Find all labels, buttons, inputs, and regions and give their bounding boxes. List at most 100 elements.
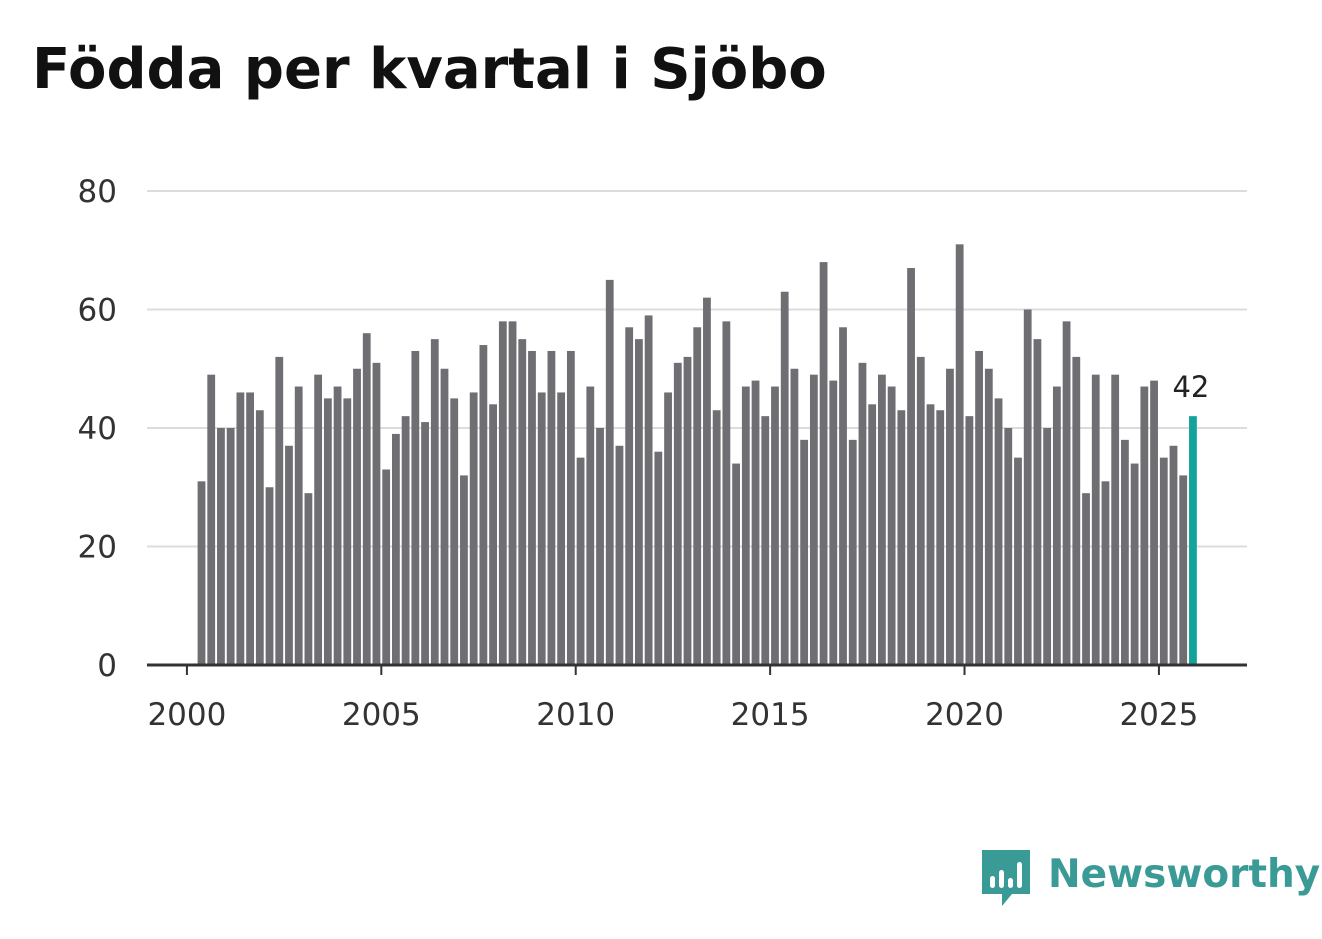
bar — [246, 392, 254, 665]
bar — [343, 398, 352, 666]
newsworthy-logo-icon — [982, 850, 1030, 906]
bar — [304, 493, 313, 665]
bar — [1091, 374, 1100, 665]
x-tick-label: 2025 — [1119, 697, 1198, 733]
bar — [498, 321, 507, 665]
bar — [1121, 439, 1129, 665]
bar — [1072, 356, 1081, 665]
bar — [537, 392, 546, 665]
bar — [460, 475, 468, 665]
bar — [936, 410, 945, 665]
y-tick-label: 20 — [78, 530, 117, 566]
bar — [809, 374, 818, 665]
bar — [479, 345, 488, 665]
bar — [576, 457, 585, 666]
highlight-value-label: 42 — [1172, 370, 1209, 404]
bar — [333, 386, 342, 665]
bar — [285, 445, 293, 665]
bar — [771, 386, 779, 665]
bar — [654, 451, 663, 665]
bar — [255, 410, 264, 665]
bar — [829, 380, 838, 665]
bar — [469, 392, 478, 665]
bar — [732, 463, 740, 665]
bar — [703, 297, 711, 665]
y-tick-label: 40 — [78, 411, 117, 447]
bar — [518, 339, 527, 666]
bar — [1033, 339, 1042, 666]
bar — [440, 368, 449, 665]
bar — [586, 386, 595, 665]
bar — [197, 481, 206, 665]
x-tick-label: 2000 — [147, 697, 226, 733]
bar — [664, 392, 672, 665]
bar — [693, 327, 702, 665]
bar — [800, 439, 809, 665]
bar — [965, 416, 974, 665]
bar — [528, 350, 536, 665]
bar — [353, 368, 361, 665]
bar — [1111, 374, 1120, 665]
bar — [294, 386, 303, 665]
bar — [683, 356, 692, 665]
bar — [615, 445, 624, 665]
bar — [401, 416, 410, 665]
bar — [839, 327, 847, 665]
bar — [1140, 386, 1149, 665]
bar — [1043, 428, 1052, 665]
bar — [878, 374, 886, 665]
bar — [1014, 457, 1022, 666]
bar — [1130, 463, 1139, 665]
bar — [217, 428, 225, 665]
bar — [557, 392, 566, 665]
y-tick-label: 0 — [97, 648, 117, 684]
bar — [887, 386, 896, 665]
bar — [780, 291, 789, 665]
labels: 0 20 40 60 80 2000 2005 2010 2015 2020 2025 42 — [78, 174, 1210, 733]
bar — [489, 404, 497, 665]
axes — [147, 663, 1247, 675]
bar — [392, 433, 400, 665]
y-tick-label: 60 — [78, 293, 117, 329]
bar — [761, 416, 770, 665]
bar — [207, 374, 216, 665]
bar — [1052, 386, 1061, 665]
bar — [741, 386, 750, 665]
bar — [1004, 428, 1013, 665]
bar — [858, 362, 867, 665]
bar — [722, 321, 731, 665]
bar — [673, 362, 682, 665]
bar — [1062, 321, 1071, 665]
bar — [1150, 380, 1158, 665]
bar — [635, 339, 643, 666]
bar — [897, 410, 906, 665]
bar — [411, 350, 420, 665]
bar — [984, 368, 993, 665]
bar — [848, 439, 857, 665]
bar — [605, 279, 614, 666]
x-tick-label: 2020 — [925, 697, 1004, 733]
bar — [955, 244, 964, 665]
chart-title: Födda per kvartal i Sjöbo — [32, 37, 827, 102]
bar — [946, 368, 954, 665]
x-tick-label: 2005 — [342, 697, 421, 733]
bar — [382, 469, 391, 665]
bar — [907, 268, 915, 665]
bar — [790, 368, 799, 665]
bar — [1179, 475, 1188, 665]
bar — [644, 315, 653, 665]
newsworthy-logo: Newsworthy — [980, 848, 1320, 910]
bar — [508, 321, 517, 665]
bar — [975, 350, 983, 665]
bar — [236, 392, 245, 665]
bar — [868, 404, 877, 665]
bar — [566, 350, 575, 665]
bar — [994, 398, 1003, 666]
bar — [916, 356, 925, 665]
bar — [430, 339, 439, 666]
bar — [547, 350, 556, 665]
bar — [819, 262, 828, 665]
bar — [1082, 493, 1090, 665]
bar — [1101, 481, 1110, 665]
bar — [926, 404, 935, 665]
